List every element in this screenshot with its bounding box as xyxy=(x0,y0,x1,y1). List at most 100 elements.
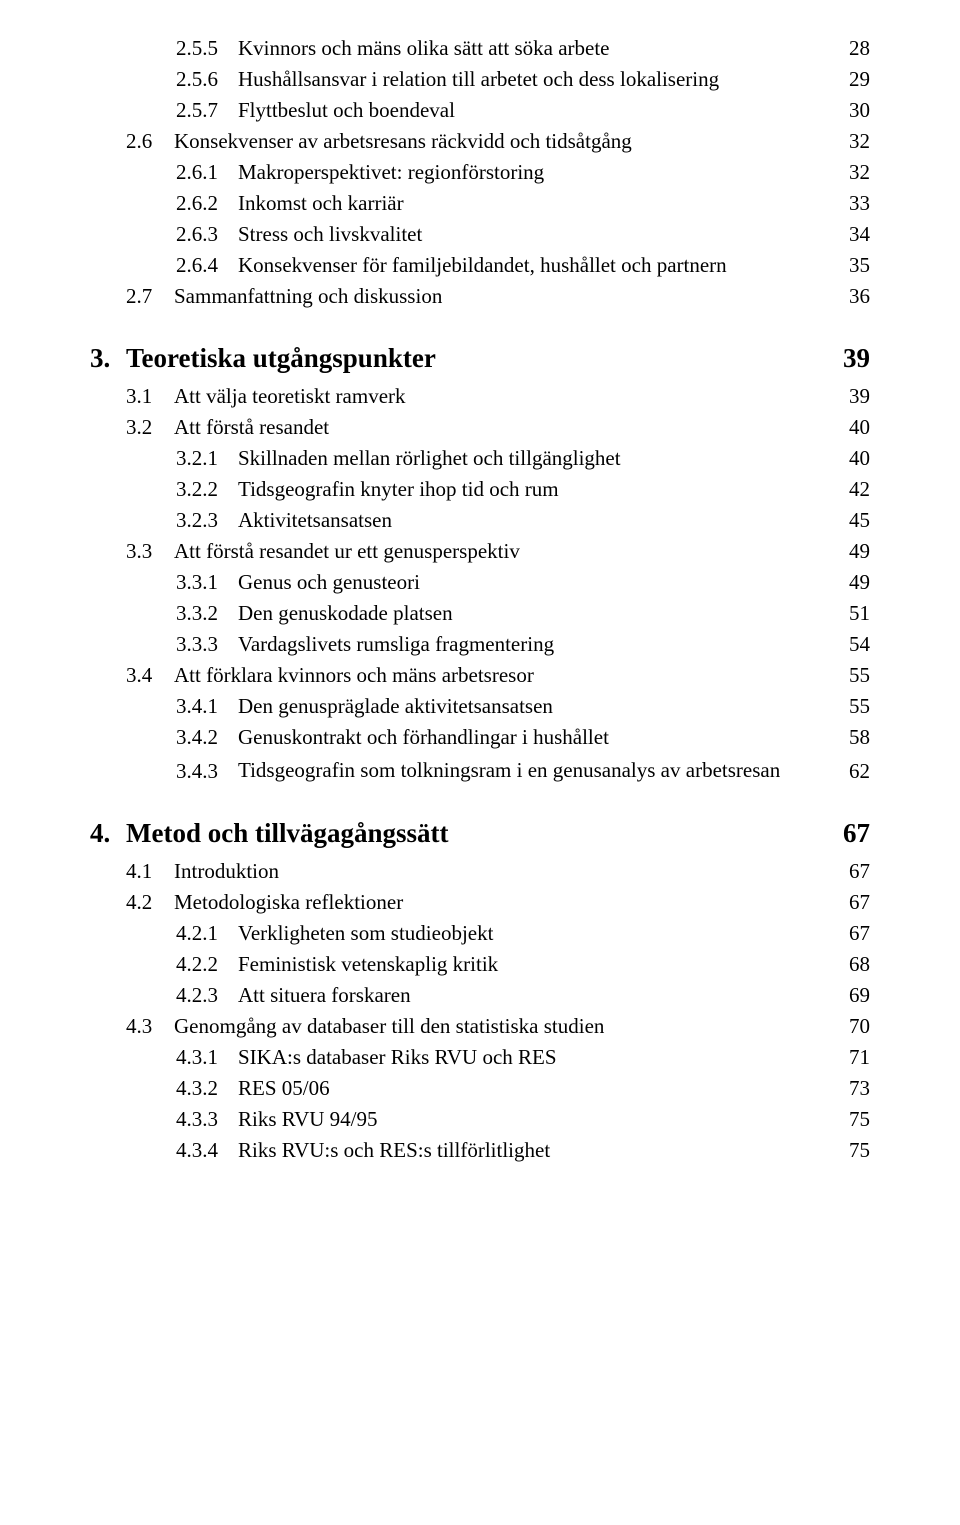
toc-entry-page: 55 xyxy=(849,694,870,719)
toc-entry-title: Riks RVU:s och RES:s tillförlitlighet xyxy=(238,1138,849,1163)
toc-entry-page: 36 xyxy=(849,284,870,309)
toc-entry-title: Flyttbeslut och boendeval xyxy=(238,98,849,123)
toc-entry: 3.2.1Skillnaden mellan rörlighet och til… xyxy=(90,446,870,471)
toc-entry-title: SIKA:s databaser Riks RVU och RES xyxy=(238,1045,849,1070)
toc-entry: 3.Teoretiska utgångspunkter39 xyxy=(90,343,870,374)
toc-entry-title: Hushållsansvar i relation till arbetet o… xyxy=(238,67,849,92)
toc-entry: 3.3.2Den genuskodade platsen51 xyxy=(90,601,870,626)
toc-entry-number: 4.2.1 xyxy=(90,921,238,946)
toc-entry: 3.1Att välja teoretiskt ramverk39 xyxy=(90,384,870,409)
toc-entry-title: Att situera forskaren xyxy=(238,983,849,1008)
toc-entry: 3.2.3Aktivitetsansatsen45 xyxy=(90,508,870,533)
toc-entry-title: Stress och livskvalitet xyxy=(238,222,849,247)
toc-entry-number: 4.2.2 xyxy=(90,952,238,977)
toc-entry-page: 71 xyxy=(849,1045,870,1070)
toc-entry-title: Den genuspräglade aktivitetsansatsen xyxy=(238,694,849,719)
toc-entry: 3.4.3Tidsgeografin som tolkningsram i en… xyxy=(90,756,870,784)
toc-entry-number: 2.5.6 xyxy=(90,67,238,92)
toc-entry-title: Att förklara kvinnors och mäns arbetsres… xyxy=(174,663,849,688)
toc-entry-title: Att välja teoretiskt ramverk xyxy=(174,384,849,409)
toc-entry: 3.3Att förstå resandet ur ett genuspersp… xyxy=(90,539,870,564)
toc-entry-number: 3.3 xyxy=(90,539,174,564)
toc-entry-page: 67 xyxy=(849,859,870,884)
toc-entry-title: Feministisk vetenskaplig kritik xyxy=(238,952,849,977)
toc-entry-number: 4.1 xyxy=(90,859,174,884)
toc-entry-page: 42 xyxy=(849,477,870,502)
toc-entry-title: Sammanfattning och diskussion xyxy=(174,284,849,309)
toc-entry-number: 3.3.1 xyxy=(90,570,238,595)
toc-entry-number: 3.2 xyxy=(90,415,174,440)
toc-entry-page: 35 xyxy=(849,253,870,278)
toc-entry-title: Metodologiska reflektioner xyxy=(174,890,849,915)
toc-entry-page: 68 xyxy=(849,952,870,977)
toc-entry-title: Tidsgeografin knyter ihop tid och rum xyxy=(238,477,849,502)
toc-entry-number: 3.1 xyxy=(90,384,174,409)
toc-entry-number: 4.3.4 xyxy=(90,1138,238,1163)
toc-entry: 4.3.1SIKA:s databaser Riks RVU och RES71 xyxy=(90,1045,870,1070)
toc-entry: 4.1Introduktion67 xyxy=(90,859,870,884)
toc-entry-page: 30 xyxy=(849,98,870,123)
toc-entry: 4.3.4Riks RVU:s och RES:s tillförlitligh… xyxy=(90,1138,870,1163)
toc-entry-number: 3.4.1 xyxy=(90,694,238,719)
toc-entry-page: 40 xyxy=(849,446,870,471)
toc-entry: 3.2.2Tidsgeografin knyter ihop tid och r… xyxy=(90,477,870,502)
toc-entry-number: 4.3.3 xyxy=(90,1107,238,1132)
toc-entry-number: 3.4.3 xyxy=(90,759,238,784)
toc-entry: 3.4.1Den genuspräglade aktivitetsansatse… xyxy=(90,694,870,719)
toc-entry-title: Genomgång av databaser till den statisti… xyxy=(174,1014,849,1039)
toc-entry-page: 75 xyxy=(849,1107,870,1132)
toc-entry-number: 3.3.3 xyxy=(90,632,238,657)
toc-entry-page: 32 xyxy=(849,129,870,154)
toc-entry: 4.3.3Riks RVU 94/9575 xyxy=(90,1107,870,1132)
toc-entry-page: 73 xyxy=(849,1076,870,1101)
toc-entry-page: 58 xyxy=(849,725,870,750)
toc-entry: 2.7Sammanfattning och diskussion36 xyxy=(90,284,870,309)
toc-entry-title: Att förstå resandet xyxy=(174,415,849,440)
toc-entry-page: 28 xyxy=(849,36,870,61)
toc-entry-number: 2.6.1 xyxy=(90,160,238,185)
toc-entry-page: 51 xyxy=(849,601,870,626)
toc-entry-title: Makroperspektivet: regionförstoring xyxy=(238,160,849,185)
toc-entry-title: Konsekvenser av arbetsresans räckvidd oc… xyxy=(174,129,849,154)
toc-entry-number: 4.3.1 xyxy=(90,1045,238,1070)
toc-entry-number: 3.2.3 xyxy=(90,508,238,533)
toc-entry-page: 29 xyxy=(849,67,870,92)
toc-entry-number: 2.7 xyxy=(90,284,174,309)
toc-entry-title: Aktivitetsansatsen xyxy=(238,508,849,533)
toc-entry-page: 67 xyxy=(843,818,870,849)
toc-entry-number: 2.5.7 xyxy=(90,98,238,123)
toc-entry-page: 55 xyxy=(849,663,870,688)
toc-entry: 2.5.5Kvinnors och mäns olika sätt att sö… xyxy=(90,36,870,61)
toc-entry: 4.2.3Att situera forskaren69 xyxy=(90,983,870,1008)
toc-entry-number: 3.4.2 xyxy=(90,725,238,750)
toc-entry-page: 49 xyxy=(849,539,870,564)
toc-page: 2.5.5Kvinnors och mäns olika sätt att sö… xyxy=(0,0,960,1525)
toc-entry-number: 3.4 xyxy=(90,663,174,688)
toc-entry: 4.Metod och tillvägagångssätt67 xyxy=(90,818,870,849)
toc-entry-page: 54 xyxy=(849,632,870,657)
toc-entry: 3.3.1Genus och genusteori49 xyxy=(90,570,870,595)
toc-entry-number: 3.2.2 xyxy=(90,477,238,502)
toc-entry-number: 4.2 xyxy=(90,890,174,915)
toc-entry: 4.3Genomgång av databaser till den stati… xyxy=(90,1014,870,1039)
toc-entry-page: 49 xyxy=(849,570,870,595)
toc-entry-title: Verkligheten som studieobjekt xyxy=(238,921,849,946)
toc-entry-page: 33 xyxy=(849,191,870,216)
toc-entry-title: Riks RVU 94/95 xyxy=(238,1107,849,1132)
toc-entry-number: 2.5.5 xyxy=(90,36,238,61)
toc-entry-title: Genuskontrakt och förhandlingar i hushål… xyxy=(238,725,849,750)
toc-entry-number: 2.6.3 xyxy=(90,222,238,247)
toc-entry-number: 4.3 xyxy=(90,1014,174,1039)
toc-entry-page: 34 xyxy=(849,222,870,247)
toc-entry-page: 70 xyxy=(849,1014,870,1039)
toc-entry-title: Inkomst och karriär xyxy=(238,191,849,216)
toc-entry-title: Genus och genusteori xyxy=(238,570,849,595)
toc-entry: 2.6.3Stress och livskvalitet34 xyxy=(90,222,870,247)
toc-entry-page: 40 xyxy=(849,415,870,440)
toc-entry: 4.2.2Feministisk vetenskaplig kritik68 xyxy=(90,952,870,977)
toc-entry-page: 67 xyxy=(849,890,870,915)
toc-entry-title: Att förstå resandet ur ett genusperspekt… xyxy=(174,539,849,564)
toc-entry-page: 67 xyxy=(849,921,870,946)
toc-entry-number: 3.3.2 xyxy=(90,601,238,626)
toc-entry: 2.6.1Makroperspektivet: regionförstoring… xyxy=(90,160,870,185)
